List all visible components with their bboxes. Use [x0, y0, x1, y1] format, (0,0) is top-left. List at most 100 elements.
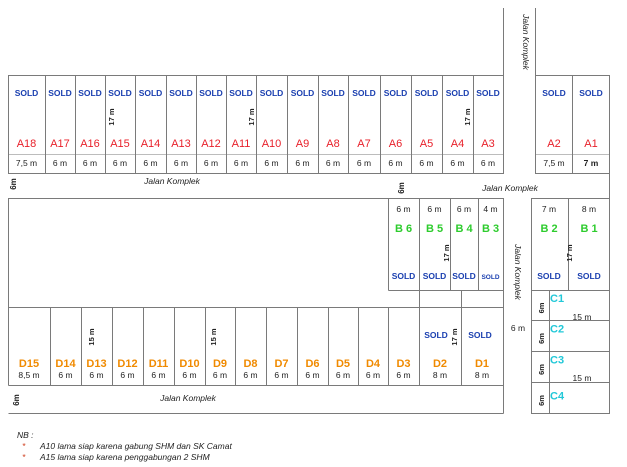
lot-label-a8: A8	[326, 138, 339, 150]
lot-label-b3: B 3	[482, 223, 499, 235]
depth-label: 15 m	[209, 328, 218, 345]
lot-label-d13: D13	[86, 358, 106, 370]
lot-width: 6 m	[89, 370, 103, 380]
lot-label-a11: A11	[232, 138, 251, 150]
lot-label-c2: C2	[550, 324, 564, 336]
notes-title: NB :	[17, 430, 34, 440]
lot-label-a13: A13	[171, 138, 191, 150]
lot-label-c4: C4	[550, 391, 565, 403]
lot-label-a16: A16	[80, 138, 100, 150]
lot-width: 6 m	[396, 370, 410, 380]
lot-width: 6 m	[366, 370, 380, 380]
lot-width: 6m	[537, 364, 546, 375]
sold-label: SOLD	[537, 271, 561, 281]
lot-label-a17: A17	[50, 138, 70, 150]
lot-label-d5: D5	[336, 358, 350, 370]
lot-width: 7 m	[542, 204, 556, 214]
lot-label-d7: D7	[274, 358, 288, 370]
lot-label-d10: D10	[179, 358, 199, 370]
note-bullet: *	[22, 452, 26, 462]
lot-label-d12: D12	[117, 358, 137, 370]
lot-width: 6 m	[151, 370, 165, 380]
lot-width: 6 m	[213, 370, 227, 380]
depth-label: 15 m	[573, 312, 592, 322]
depth-label: 17 m	[247, 108, 256, 125]
sold-label: SOLD	[452, 271, 476, 281]
lot-width: 8 m	[475, 370, 489, 380]
lot-width: 6 m	[419, 158, 433, 168]
lot-label-a1: A1	[584, 138, 597, 150]
lot-width: 6 m	[120, 370, 134, 380]
lot-width: 6 m	[204, 158, 218, 168]
lot-width: 6 m	[295, 158, 309, 168]
note-item: A15 lama siap karena penggabungan 2 SHM	[39, 452, 211, 462]
lot-label-a10: A10	[262, 138, 282, 150]
sold-label: SOLD	[446, 88, 470, 98]
sold-label: SOLD	[392, 271, 416, 281]
depth-label: 17 m	[565, 244, 574, 261]
road-width: 6m	[12, 394, 21, 406]
lot-width: 7,5 m	[543, 158, 564, 168]
lot-width: 8 m	[433, 370, 447, 380]
depth-label: 17 m	[450, 328, 459, 345]
road-label: Jalan Komplek	[513, 243, 523, 301]
lot-width: 6 m	[326, 158, 340, 168]
lot-label-a5: A5	[420, 138, 433, 150]
lot-label-d11: D11	[149, 358, 169, 370]
lot-width: 7 m	[584, 158, 599, 168]
lot-label-b2: B 2	[540, 223, 557, 235]
lot-width: 6 m	[234, 158, 248, 168]
lot-label-d4: D4	[366, 358, 381, 370]
lot-width: 6 m	[450, 158, 464, 168]
lot-label-d6: D6	[305, 358, 319, 370]
lot-label-a4: A4	[451, 138, 464, 150]
sold-label: SOLD	[579, 88, 603, 98]
lot-label-b4: B 4	[455, 223, 473, 235]
road-label: Jalan Komplek	[159, 393, 217, 403]
road-label: Jalan Komplek	[143, 176, 201, 186]
sold-label: SOLD	[577, 271, 601, 281]
lot-label-c1: C1	[550, 293, 564, 305]
lot-width: 8,5 m	[18, 370, 39, 380]
sold-label: SOLD	[321, 88, 345, 98]
lot-width: 6 m	[481, 158, 495, 168]
depth-label: 15 m	[573, 373, 592, 383]
lot-label-a14: A14	[141, 138, 161, 150]
sold-label: SOLD	[169, 88, 193, 98]
lot-label-a6: A6	[389, 138, 402, 150]
lot-label-a15: A15	[110, 138, 130, 150]
sold-label: SOLD	[108, 88, 132, 98]
road-label: Jalan Komplek	[481, 183, 539, 193]
lot-width: 6 m	[182, 370, 196, 380]
sold-label: SOLD	[15, 88, 39, 98]
lot-label-a12: A12	[201, 138, 221, 150]
lot-width: 6m	[537, 302, 546, 313]
lot-width: 6 m	[143, 158, 157, 168]
sold-label: SOLD	[199, 88, 223, 98]
lot-label-a9: A9	[296, 138, 309, 150]
depth-label: 17 m	[107, 108, 116, 125]
sold-label: SOLD	[78, 88, 102, 98]
lot-width: 6 m	[274, 370, 288, 380]
road-label: Jalan Komplek	[521, 13, 531, 71]
lot-label-d3: D3	[396, 358, 410, 370]
lot-label-a2: A2	[547, 138, 560, 150]
sold-label: SOLD	[291, 88, 315, 98]
sold-label: SOLD	[476, 88, 500, 98]
lot-width: 6 m	[305, 370, 319, 380]
sold-label: SOLD	[415, 88, 439, 98]
lot-width: 6 m	[457, 204, 471, 214]
lot-label-d9: D9	[213, 358, 227, 370]
lot-label-b6: B 6	[395, 223, 412, 235]
lot-label-c3: C3	[550, 355, 564, 367]
lot-width: 6m	[537, 395, 546, 406]
lot-label-d1: D1	[475, 358, 489, 370]
lot-label-a18: A18	[17, 138, 37, 150]
lot-label-d8: D8	[243, 358, 257, 370]
lot-label-a3: A3	[481, 138, 494, 150]
note-bullet: *	[22, 441, 26, 451]
sold-label: SOLD	[48, 88, 72, 98]
lot-label-b1: B 1	[580, 223, 597, 235]
depth-label: 15 m	[87, 328, 96, 345]
